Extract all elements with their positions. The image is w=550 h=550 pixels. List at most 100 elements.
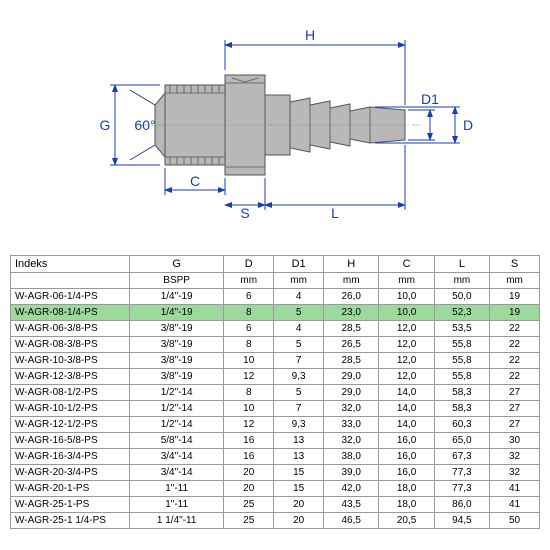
table-cell: W-AGR-12-1/2-PS bbox=[11, 417, 130, 433]
table-cell: 12,0 bbox=[379, 337, 434, 353]
table-cell: 8 bbox=[224, 305, 274, 321]
table-cell: 10 bbox=[224, 401, 274, 417]
table-cell: 18,0 bbox=[379, 481, 434, 497]
col-header: S bbox=[490, 256, 540, 273]
table-row: W-AGR-12-1/2-PS1/2"-14129,333,014,060,32… bbox=[11, 417, 540, 433]
table-cell: 67,3 bbox=[434, 449, 489, 465]
table-cell: 16,0 bbox=[379, 465, 434, 481]
table-cell: 12 bbox=[224, 369, 274, 385]
table-cell: 1 1/4"-11 bbox=[130, 513, 224, 529]
table-cell: 14,0 bbox=[379, 385, 434, 401]
table-row: W-AGR-10-1/2-PS1/2"-1410732,014,058,327 bbox=[11, 401, 540, 417]
table-cell: 3/8"-19 bbox=[130, 369, 224, 385]
dim-l: L bbox=[331, 205, 339, 221]
dim-d1: D1 bbox=[421, 91, 439, 107]
dim-s: S bbox=[240, 205, 249, 221]
table-row: W-AGR-20-1-PS1"-11201542,018,077,341 bbox=[11, 481, 540, 497]
table-cell: 43,5 bbox=[324, 497, 379, 513]
table-cell: 5 bbox=[274, 305, 324, 321]
col-unit: mm bbox=[379, 273, 434, 289]
table-cell: W-AGR-20-3/4-PS bbox=[11, 465, 130, 481]
table-body: W-AGR-06-1/4-PS1/4"-196426,010,050,019W-… bbox=[11, 289, 540, 529]
table-cell: 1/2"-14 bbox=[130, 401, 224, 417]
table-row: W-AGR-06-3/8-PS3/8"-196428,512,053,522 bbox=[11, 321, 540, 337]
table-cell: 3/4"-14 bbox=[130, 465, 224, 481]
table-cell: 27 bbox=[490, 401, 540, 417]
table-cell: 58,3 bbox=[434, 385, 489, 401]
dim-g: G bbox=[100, 117, 111, 133]
table-cell: W-AGR-08-3/8-PS bbox=[11, 337, 130, 353]
table-cell: 30 bbox=[490, 433, 540, 449]
table-cell: 16 bbox=[224, 433, 274, 449]
table-cell: 1/2"-14 bbox=[130, 385, 224, 401]
col-unit bbox=[11, 273, 130, 289]
spec-table: IndeksGDD1HCLS BSPPmmmmmmmmmmmm W-AGR-06… bbox=[10, 255, 540, 529]
table-cell: 20,5 bbox=[379, 513, 434, 529]
col-unit: mm bbox=[490, 273, 540, 289]
table-cell: 16,0 bbox=[379, 449, 434, 465]
table-cell: 25 bbox=[224, 497, 274, 513]
table-cell: 3/4"-14 bbox=[130, 449, 224, 465]
table-row: W-AGR-08-3/8-PS3/8"-198526,512,055,822 bbox=[11, 337, 540, 353]
table-header-row: IndeksGDD1HCLS bbox=[11, 256, 540, 273]
table-cell: W-AGR-12-3/8-PS bbox=[11, 369, 130, 385]
dim-h: H bbox=[305, 27, 315, 43]
table-cell: 26,5 bbox=[324, 337, 379, 353]
table-cell: 13 bbox=[274, 449, 324, 465]
col-unit: mm bbox=[434, 273, 489, 289]
table-cell: 12,0 bbox=[379, 353, 434, 369]
table-cell: 7 bbox=[274, 401, 324, 417]
table-cell: 1/4"-19 bbox=[130, 305, 224, 321]
table-cell: 16 bbox=[224, 449, 274, 465]
table-cell: 1"-11 bbox=[130, 481, 224, 497]
table-cell: 26,0 bbox=[324, 289, 379, 305]
table-cell: 12,0 bbox=[379, 321, 434, 337]
table-cell: W-AGR-06-3/8-PS bbox=[11, 321, 130, 337]
table-cell: W-AGR-25-1 1/4-PS bbox=[11, 513, 130, 529]
table-cell: W-AGR-16-5/8-PS bbox=[11, 433, 130, 449]
table-row: W-AGR-08-1/2-PS1/2"-148529,014,058,327 bbox=[11, 385, 540, 401]
col-header: H bbox=[324, 256, 379, 273]
table-cell: 22 bbox=[490, 353, 540, 369]
col-header: L bbox=[434, 256, 489, 273]
table-cell: 32,0 bbox=[324, 433, 379, 449]
table-row: W-AGR-25-1-PS1"-11252043,518,086,041 bbox=[11, 497, 540, 513]
table-cell: W-AGR-08-1/4-PS bbox=[11, 305, 130, 321]
table-cell: 50 bbox=[490, 513, 540, 529]
table-cell: 41 bbox=[490, 497, 540, 513]
table-row: W-AGR-16-5/8-PS5/8"-14161332,016,065,030 bbox=[11, 433, 540, 449]
table-cell: 41 bbox=[490, 481, 540, 497]
table-cell: 18,0 bbox=[379, 497, 434, 513]
table-cell: 58,3 bbox=[434, 401, 489, 417]
table-cell: 15 bbox=[274, 465, 324, 481]
table-cell: 29,0 bbox=[324, 369, 379, 385]
table-cell: 55,8 bbox=[434, 353, 489, 369]
table-cell: 55,8 bbox=[434, 337, 489, 353]
table-cell: 32 bbox=[490, 449, 540, 465]
table-cell: 4 bbox=[274, 321, 324, 337]
table-cell: 65,0 bbox=[434, 433, 489, 449]
table-cell: 52,3 bbox=[434, 305, 489, 321]
table-cell: 53,5 bbox=[434, 321, 489, 337]
table-cell: W-AGR-08-1/2-PS bbox=[11, 385, 130, 401]
table-cell: 23,0 bbox=[324, 305, 379, 321]
fitting-part bbox=[140, 75, 420, 175]
table-cell: 22 bbox=[490, 369, 540, 385]
table-cell: 3/8"-19 bbox=[130, 337, 224, 353]
table-row: W-AGR-08-1/4-PS1/4"-198523,010,052,319 bbox=[11, 305, 540, 321]
table-cell: 22 bbox=[490, 337, 540, 353]
table-cell: 27 bbox=[490, 417, 540, 433]
table-cell: 1/4"-19 bbox=[130, 289, 224, 305]
col-unit: BSPP bbox=[130, 273, 224, 289]
table-cell: 50,0 bbox=[434, 289, 489, 305]
table-cell: 4 bbox=[274, 289, 324, 305]
table-row: W-AGR-06-1/4-PS1/4"-196426,010,050,019 bbox=[11, 289, 540, 305]
table-cell: 13 bbox=[274, 433, 324, 449]
table-row: W-AGR-16-3/4-PS3/4"-14161338,016,067,332 bbox=[11, 449, 540, 465]
technical-drawing: H G 60° C S L D D1 bbox=[10, 10, 540, 240]
col-header: D1 bbox=[274, 256, 324, 273]
table-cell: 1"-11 bbox=[130, 497, 224, 513]
table-cell: 28,5 bbox=[324, 321, 379, 337]
col-header: C bbox=[379, 256, 434, 273]
table-cell: 15 bbox=[274, 481, 324, 497]
